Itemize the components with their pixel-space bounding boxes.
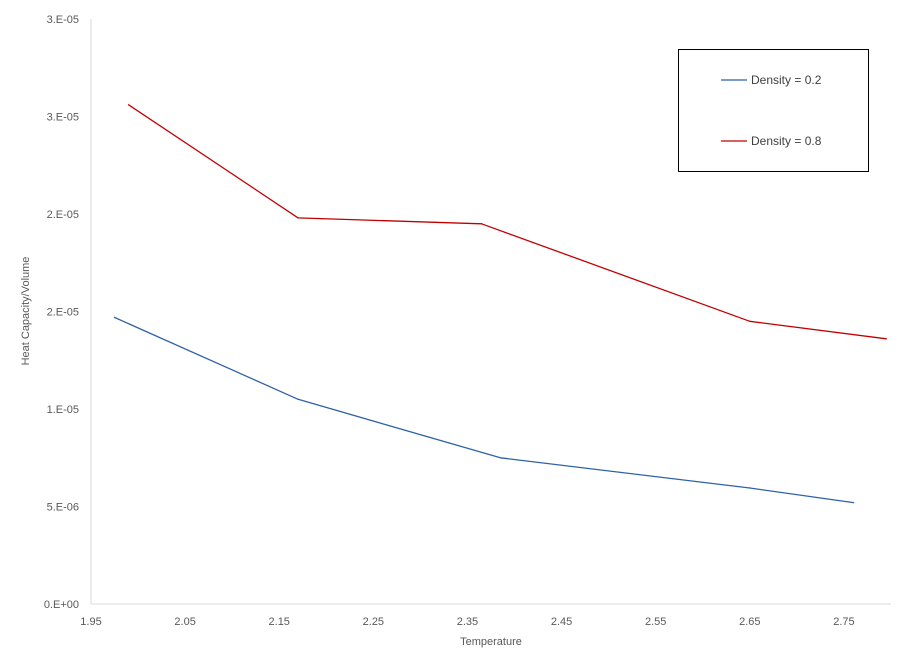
data-point — [885, 338, 887, 340]
x-tick-label: 2.55 — [645, 616, 666, 628]
x-tick-label: 2.05 — [174, 616, 195, 628]
x-tick-label: 2.65 — [739, 616, 760, 628]
tick-labels: 0.E+00 5.E-06 1.E-05 2.E-05 2.E-05 3.E-05 3.E-… — [44, 14, 855, 628]
series-line-density-0-2 — [114, 316, 854, 504]
data-point — [480, 223, 483, 225]
y-tick-label: 3.E-05 — [47, 14, 79, 26]
y-tick-label: 0.E+00 — [44, 599, 79, 611]
x-axis-title: Temperature — [460, 636, 522, 648]
x-tick-label: 2.35 — [457, 616, 478, 628]
x-tick-label: 2.25 — [363, 616, 384, 628]
y-tick-label: 2.E-05 — [47, 307, 79, 319]
series-lines — [113, 104, 887, 504]
y-tick-label: 1.E-05 — [47, 404, 79, 416]
legend-label-density-0-2: Density = 0.2 — [751, 73, 822, 87]
y-tick-label: 5.E-06 — [47, 502, 79, 514]
legend-label-density-0-8: Density = 0.8 — [751, 134, 822, 148]
data-point — [113, 316, 116, 319]
legend: Density = 0.2 Density = 0.8 — [678, 49, 869, 172]
data-point — [127, 104, 130, 106]
x-tick-label: 2.45 — [551, 616, 572, 628]
data-point — [499, 457, 502, 459]
data-point — [749, 487, 751, 489]
data-point — [297, 217, 299, 219]
y-axis-title: Heat Capacity/Volume — [20, 257, 32, 366]
axes — [90, 19, 891, 605]
y-tick-label: 2.E-05 — [47, 209, 79, 221]
data-point — [297, 398, 299, 400]
y-tick-label: 3.E-05 — [47, 112, 79, 124]
data-point — [749, 320, 751, 322]
x-tick-label: 2.15 — [269, 616, 290, 628]
data-point — [852, 501, 855, 504]
legend-box — [678, 49, 869, 172]
x-tick-label: 1.95 — [80, 616, 101, 628]
x-tick-label: 2.75 — [833, 616, 854, 628]
